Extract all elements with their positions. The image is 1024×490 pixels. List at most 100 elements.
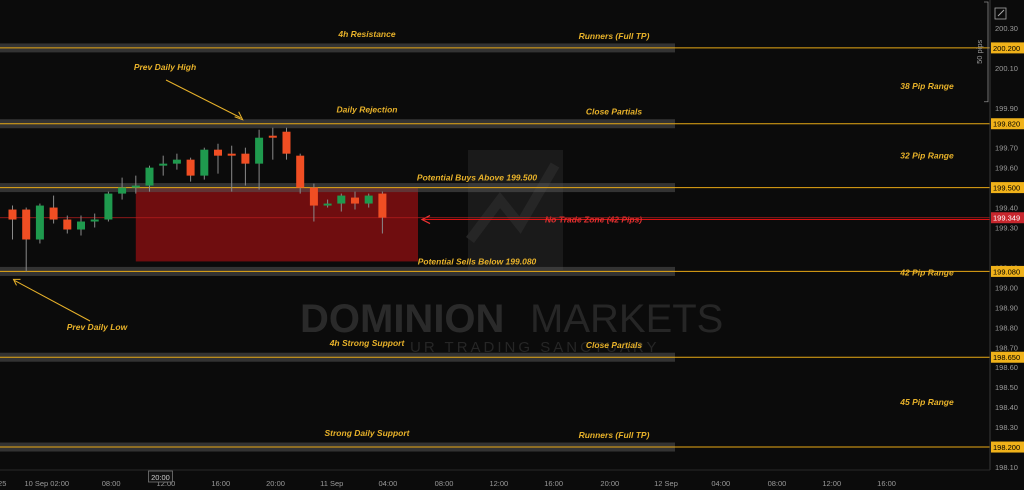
- edit-icon: [994, 7, 1007, 20]
- edit-icon-pen: [997, 9, 1005, 17]
- price-tag: [991, 441, 1024, 453]
- price-tag: [991, 42, 1024, 54]
- candle-body: [90, 219, 99, 222]
- price-tick-label: 198.90: [995, 303, 1018, 312]
- range-label: 42 Pip Range: [899, 267, 954, 277]
- price-tick-label: 198.40: [995, 403, 1018, 412]
- candlesticks: [8, 127, 387, 272]
- candle-body: [172, 159, 181, 164]
- candle-body: [282, 131, 291, 154]
- candle-body: [63, 219, 72, 230]
- level-left-label: 4h Strong Support: [329, 338, 406, 348]
- price-tick-label: 198.80: [995, 323, 1018, 332]
- price-tick-label: 199.00: [995, 283, 1018, 292]
- time-tick-label: 12:00: [822, 479, 841, 488]
- time-tick-label: 04:00: [711, 479, 730, 488]
- candle-body: [227, 153, 236, 156]
- time-tick-label: 12:00: [489, 479, 508, 488]
- prev-daily-low-arrowhead: [12, 278, 21, 286]
- prev-daily-low-label: Prev Daily Low: [67, 322, 129, 332]
- time-tick-label: 11 Sep: [320, 479, 343, 488]
- time-tick-label: 12 Sep: [654, 479, 678, 488]
- price-tick-label: 199.70: [995, 144, 1018, 153]
- key-levels: 4h Resistance Runners (Full TP) Daily Reje…: [0, 29, 990, 452]
- level-left-label: Potential Buys Above 199.500: [417, 173, 537, 183]
- time-tick-label: 16:00: [877, 479, 896, 488]
- current-price-tag-label: 199.349: [993, 214, 1020, 223]
- crosshair-time-label: 20:00: [151, 473, 170, 482]
- candle-body: [49, 207, 58, 220]
- prev-daily-high-arrow: [165, 79, 241, 119]
- candle-body: [309, 187, 318, 206]
- time-tick-label: 10 Sep 02:00: [24, 479, 69, 488]
- price-tag-label: 198.200: [993, 443, 1020, 452]
- level-right-label: Runners (Full TP): [579, 430, 650, 440]
- candle-body: [323, 203, 332, 206]
- candle-body: [351, 197, 359, 204]
- price-tick-label: 198.70: [995, 343, 1018, 352]
- time-tick-label: 04:00: [378, 479, 397, 488]
- no-trade-zone-arrowhead: [420, 214, 431, 225]
- price-tag-label: 200.200: [993, 44, 1020, 53]
- watermark-brand-light: MARKETS: [530, 297, 723, 341]
- level-left-label: Daily Rejection: [337, 105, 398, 115]
- candle-body: [186, 159, 195, 176]
- candle-body: [255, 137, 264, 164]
- time-tick-label: 08:00: [435, 479, 454, 488]
- price-tag: [991, 351, 1024, 363]
- candle-body: [77, 221, 85, 230]
- price-tag: [991, 265, 1024, 277]
- candle-body: [118, 187, 127, 194]
- level-left-label: Potential Sells Below 199.080: [418, 256, 537, 266]
- price-tick-label: 198.50: [995, 383, 1018, 392]
- level-right-label: Close Partials: [586, 340, 642, 350]
- watermark-tagline: UR TRADING SANCTUARY: [410, 339, 659, 356]
- level-right-label: Runners (Full TP): [579, 31, 650, 41]
- candle-body: [214, 149, 222, 156]
- price-tick-label: 198.30: [995, 423, 1018, 432]
- price-tick-label: 199.60: [995, 164, 1018, 173]
- range-label: 32 Pip Range: [900, 151, 954, 161]
- pip-measure-bracket: [984, 1, 989, 103]
- level-left-label: Strong Daily Support: [325, 428, 411, 438]
- candle-body: [131, 185, 140, 188]
- time-tick-label: 08:00: [102, 479, 121, 488]
- time-tick-label: 09 Sep 2025: [0, 479, 6, 488]
- price-tick-label: 199.90: [995, 104, 1018, 113]
- time-axis: 09 Sep 2025 10 Sep 02:00 08:00 12:00 16:00 20…: [0, 469, 990, 488]
- price-tag-label: 198.650: [993, 353, 1020, 362]
- candle-body: [8, 209, 17, 220]
- price-tag: [991, 182, 1024, 194]
- range-label: 45 Pip Range: [899, 397, 954, 407]
- watermark-brand-bold: DOMINION: [300, 297, 504, 341]
- price-tag-label: 199.500: [993, 184, 1020, 193]
- no-trade-zone-label: No Trade Zone (42 Pips): [545, 215, 642, 225]
- price-tick-label: 200.30: [995, 24, 1018, 33]
- candle-body: [200, 149, 209, 176]
- price-tick-label: 198.60: [995, 363, 1018, 372]
- candle-body: [296, 155, 305, 188]
- time-tick-label: 12:00: [157, 479, 176, 488]
- crosshair-time-box: [148, 470, 173, 483]
- price-tag: [991, 118, 1024, 130]
- prev-daily-high-label: Prev Daily High: [134, 62, 196, 72]
- price-axis: 200.50200.30200.10199.90199.70199.60199.…: [975, 0, 1024, 490]
- pip-measure-label: 50 pips: [975, 39, 984, 63]
- price-tag-label: 199.820: [993, 120, 1020, 129]
- time-tick-label: 16:00: [211, 479, 230, 488]
- range-label: 38 Pip Range: [900, 81, 954, 91]
- level-right-label: Close Partials: [586, 107, 642, 117]
- no-trade-zone-box: [135, 187, 419, 262]
- prev-daily-low-arrow: [14, 279, 91, 322]
- candle-body: [337, 195, 346, 204]
- candle-body: [22, 209, 31, 240]
- price-tag-label: 199.080: [993, 267, 1020, 276]
- time-tick-label: 20:00: [600, 479, 619, 488]
- price-tick-label: 199.30: [995, 224, 1018, 233]
- candle-body: [35, 205, 44, 240]
- current-price-tag: [991, 212, 1024, 224]
- time-tick-label: 20:00: [266, 479, 285, 488]
- prev-daily-high-arrowhead: [234, 111, 244, 121]
- price-axis-bg: [990, 0, 1024, 490]
